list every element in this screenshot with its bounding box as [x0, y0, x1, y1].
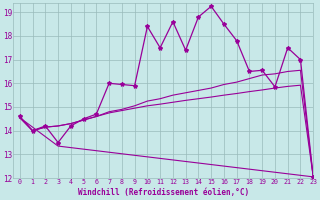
X-axis label: Windchill (Refroidissement éolien,°C): Windchill (Refroidissement éolien,°C) — [78, 188, 249, 197]
